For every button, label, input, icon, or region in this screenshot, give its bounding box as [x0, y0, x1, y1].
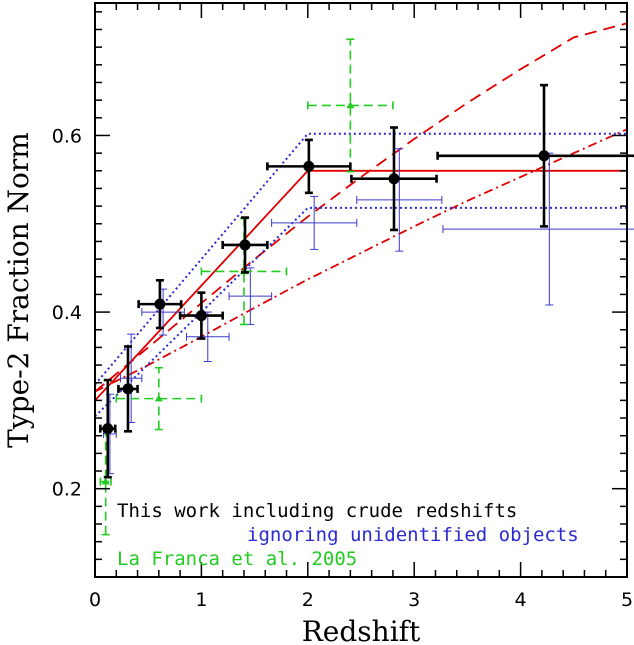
x-tick-label: 2 [302, 589, 314, 611]
legend-entry-1: ignoring unidentified objects [247, 524, 579, 546]
series-0-point-0 [99, 378, 117, 479]
series-0-point-3 [178, 291, 224, 340]
axis-ticks [94, 3, 628, 577]
series-1-point-1 [120, 333, 143, 423]
model-line-dotted-4 [94, 206, 627, 418]
x-tick-label: 3 [408, 589, 420, 611]
series-0-point-7 [436, 83, 634, 228]
axis-tick-labels: 0 1 2 3 4 5 0.2 0.4 0.6 [52, 125, 633, 611]
data-point-marker [101, 477, 110, 485]
series-2 [99, 38, 394, 536]
series-0-point-4 [221, 216, 269, 274]
data-point-marker [154, 298, 166, 310]
y-tick-label: 0.2 [52, 479, 82, 501]
model-line-dotted-3 [94, 132, 627, 386]
series-0-point-5 [266, 138, 352, 195]
x-tick-label: 1 [195, 589, 207, 611]
series-1-point-6 [356, 148, 443, 252]
data-point-marker [346, 101, 355, 109]
series-1-point-7 [442, 152, 634, 306]
model-line-dashdot-2 [94, 128, 628, 393]
x-tick-label: 0 [89, 589, 101, 611]
series-0 [99, 83, 634, 479]
data-point-marker [154, 394, 163, 402]
model-line-dashed-1 [94, 22, 628, 393]
data-point-marker [195, 310, 207, 322]
series-2-point-0 [99, 427, 112, 536]
series-1-point-4 [228, 267, 273, 325]
y-tick-label: 0.6 [52, 125, 82, 147]
legend-entry-0: This work including crude redshifts [117, 500, 517, 522]
series-2-point-1 [115, 366, 203, 431]
series-2-point-3 [306, 38, 394, 173]
data-point-marker [239, 239, 251, 251]
plot-frame [94, 2, 628, 578]
series-1 [103, 148, 634, 475]
plot-lines [94, 22, 628, 418]
x-tick-label: 4 [515, 589, 527, 611]
data-point-marker [303, 160, 315, 172]
y-axis-title: Type-2 Fraction Norm [2, 132, 35, 448]
series-0-point-6 [350, 126, 438, 232]
x-axis-title: Redshift [302, 615, 421, 645]
model-line-solid-0 [94, 169, 627, 402]
data-point-marker [538, 150, 550, 162]
data-point-marker [122, 383, 134, 395]
series-1-point-5 [271, 195, 358, 250]
legend-entry-2: La Franca et al. 2005 [117, 548, 357, 570]
legend: This work including crude redshiftsignor… [117, 500, 579, 570]
plot-series [99, 38, 634, 536]
series-0-point-1 [117, 345, 139, 433]
data-point-marker [388, 173, 400, 185]
x-tick-label: 5 [621, 589, 633, 611]
series-0-point-2 [137, 278, 183, 330]
y-tick-label: 0.4 [52, 302, 82, 324]
data-point-marker [102, 423, 114, 435]
